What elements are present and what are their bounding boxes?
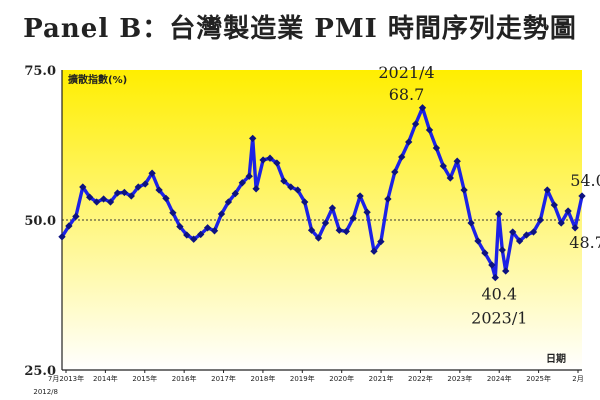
- data-point: [190, 235, 198, 243]
- data-point: [488, 261, 496, 269]
- data-point: [536, 216, 545, 224]
- data-point: [564, 207, 572, 215]
- y-tick-label: 50.0: [24, 214, 56, 229]
- data-point: [460, 186, 468, 194]
- x-tick-label: 2016年: [172, 374, 197, 383]
- data-point: [203, 224, 212, 232]
- x-tick-labels: 7月2013年 2014年 2015年 2016年 2017年 2018年 2019年 202…: [48, 370, 584, 383]
- data-point: [99, 195, 108, 203]
- data-point: [280, 177, 288, 185]
- data-point: [432, 144, 441, 152]
- data-point: [491, 273, 499, 282]
- data-point: [106, 198, 115, 206]
- data-point: [405, 138, 413, 146]
- data-point: [411, 120, 420, 128]
- data-point: [120, 188, 129, 197]
- data-point: [578, 192, 586, 200]
- x-tick-label: 2014年: [93, 374, 118, 383]
- data-point: [183, 231, 191, 239]
- annotation-label: 54.0: [570, 171, 600, 190]
- data-point: [398, 153, 406, 161]
- data-point: [550, 201, 558, 209]
- data-point: [356, 192, 364, 200]
- annotations: 2021/4 68.7 40.4 2023/1 54.0 48.7: [378, 63, 600, 328]
- data-point: [155, 186, 163, 194]
- data-point: [301, 198, 309, 206]
- x-start-label: 2012/8: [33, 388, 58, 396]
- annotation-label: 68.7: [389, 85, 425, 104]
- y-tick-labels: 25.0 50.0 75.0: [24, 64, 56, 379]
- data-point: [467, 219, 475, 227]
- data-point: [571, 224, 579, 232]
- annotation-label: 40.4: [481, 285, 517, 304]
- pmi-series: [58, 104, 586, 282]
- data-point: [328, 204, 337, 212]
- x-tick-label: 2018年: [251, 374, 276, 383]
- data-point: [259, 156, 267, 164]
- chart-title: Panel B：台灣製造業 PMI 時間序列走勢圖: [23, 14, 577, 44]
- data-point: [238, 179, 246, 187]
- data-point: [252, 185, 260, 193]
- x-axis-label: 日期: [546, 352, 566, 365]
- x-tick-label: 7月2013年: [48, 374, 84, 383]
- data-point: [557, 219, 565, 227]
- annotation-label: 2021/4: [378, 63, 434, 82]
- x-tick-label: 2020年: [329, 374, 354, 383]
- data-point: [321, 219, 330, 227]
- x-tick-label: 2017年: [211, 374, 236, 383]
- data-point: [543, 186, 551, 194]
- annotation-label: 2023/1: [471, 309, 527, 328]
- data-point: [418, 104, 427, 112]
- x-tick-label: 2025年: [526, 374, 551, 383]
- data-point: [481, 249, 489, 257]
- data-point: [231, 189, 239, 198]
- data-point: [217, 210, 226, 218]
- data-point: [529, 228, 538, 236]
- data-point: [502, 267, 510, 275]
- data-point: [249, 134, 257, 143]
- data-point: [113, 189, 122, 197]
- data-point: [245, 172, 253, 180]
- data-point: [425, 126, 434, 134]
- x-tick-label: 2022年: [408, 374, 433, 383]
- y-tick-label: 25.0: [24, 364, 56, 379]
- data-point: [72, 212, 80, 221]
- data-point: [384, 195, 392, 203]
- data-point: [515, 237, 524, 245]
- x-tick-label: 2015年: [132, 374, 157, 383]
- data-point: [134, 183, 142, 191]
- x-tick-label: 2024年: [487, 374, 512, 383]
- data-point: [86, 193, 94, 201]
- data-point: [210, 227, 219, 235]
- annotation-label: 48.7: [569, 233, 600, 252]
- data-point: [522, 231, 531, 239]
- x-tick-label: 2021年: [369, 374, 394, 383]
- data-point: [65, 222, 73, 230]
- x-tick-label: 2月: [572, 375, 583, 383]
- data-point: [93, 198, 101, 206]
- data-point: [377, 237, 385, 246]
- data-point: [474, 237, 482, 245]
- y-tick-label: 75.0: [24, 64, 56, 79]
- data-point: [127, 192, 135, 200]
- x-tick-label: 2019年: [290, 374, 315, 383]
- data-point: [197, 230, 205, 239]
- data-point: [294, 186, 302, 194]
- x-tick-label: 2023年: [447, 374, 472, 383]
- data-point: [273, 159, 281, 167]
- data-point: [314, 234, 323, 242]
- y-axis-label: 擴散指數(%): [68, 73, 127, 86]
